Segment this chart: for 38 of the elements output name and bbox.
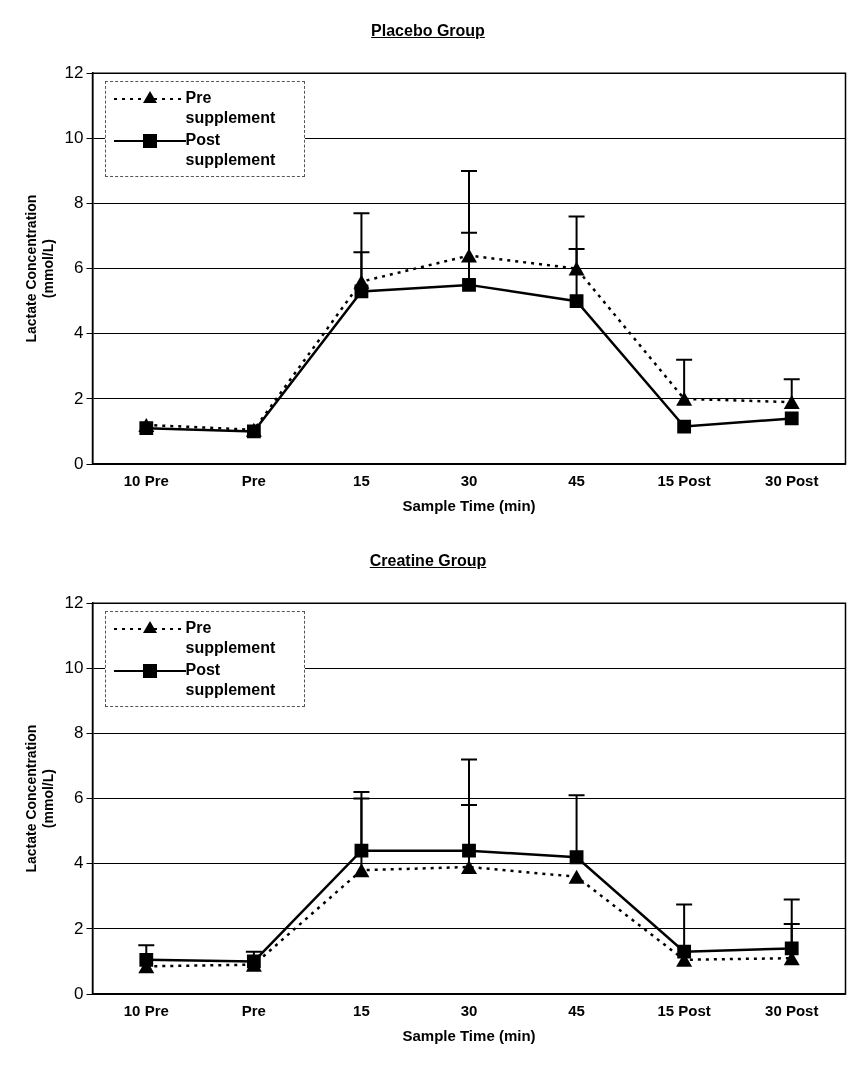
legend-label: Post supplement	[185, 660, 277, 701]
x-tick-label: 30 Post	[765, 1002, 819, 1020]
y-tick-label: 4	[74, 323, 84, 343]
y-tick-label: 12	[64, 592, 84, 612]
x-tick-label: 30	[460, 1002, 478, 1020]
x-tick-label: 45	[568, 472, 585, 490]
y-tick-label: 12	[64, 62, 84, 82]
x-tick-label: 15	[353, 1002, 370, 1020]
y-tick-label: 0	[74, 983, 84, 1003]
x-tick-label: 45	[568, 1002, 585, 1020]
x-axis-title: Sample Time (min)	[402, 497, 536, 515]
y-tick-label: 8	[74, 723, 84, 743]
legend-label: Pre supplement	[185, 88, 277, 129]
y-tick-label: 6	[74, 788, 84, 808]
x-tick-label: 30	[460, 472, 478, 490]
y-tick-label: 10	[64, 128, 84, 148]
y-tick-label: 2	[74, 388, 84, 408]
y-axis-title: Lactate Concentration (mmol/L)	[23, 194, 57, 343]
y-tick-label: 2	[74, 918, 84, 938]
legend-label: Pre supplement	[185, 618, 277, 659]
x-tick-label: 15 Post	[657, 472, 711, 490]
y-tick-label: 0	[74, 453, 84, 473]
x-tick-label: 15 Post	[657, 1002, 711, 1020]
chart-title: Placebo Group	[370, 22, 486, 40]
legend-label: Post supplement	[185, 130, 277, 171]
y-tick-label: 6	[74, 258, 84, 278]
x-tick-label: Pre	[241, 1002, 266, 1020]
y-axis-title: Lactate Concentration (mmol/L)	[23, 724, 57, 873]
y-tick-label: 4	[74, 853, 84, 873]
x-tick-label: Pre	[241, 472, 266, 490]
x-tick-label: 10 Pre	[123, 472, 169, 490]
y-tick-label: 10	[64, 658, 84, 678]
chart-title: Creatine Group	[368, 552, 488, 570]
y-tick-label: 8	[74, 193, 84, 213]
x-tick-label: 30 Post	[765, 472, 819, 490]
x-tick-label: 10 Pre	[123, 1002, 169, 1020]
x-tick-label: 15	[353, 472, 370, 490]
x-axis-title: Sample Time (min)	[402, 1027, 536, 1045]
